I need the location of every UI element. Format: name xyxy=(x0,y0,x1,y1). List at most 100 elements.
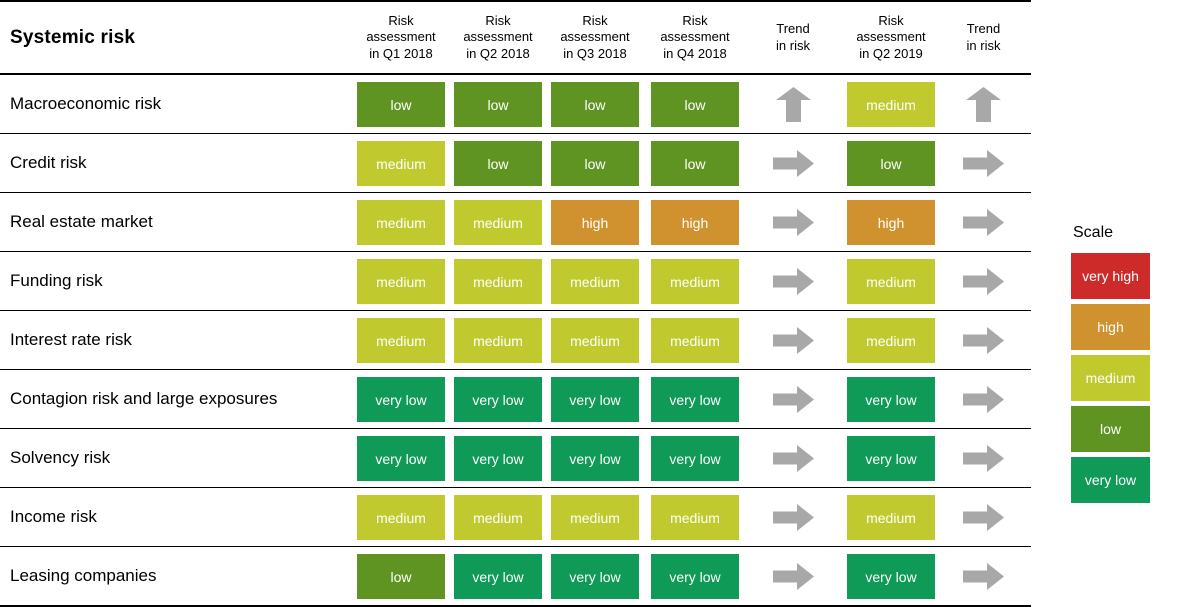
row-label: Leasing companies xyxy=(10,566,157,585)
risk-cell-q1-2018: low xyxy=(357,81,445,127)
row-label: Real estate market xyxy=(10,212,153,231)
column-header: Risk assessment in Q2 2019 xyxy=(856,12,926,61)
systemic-risk-table: Systemic risk Risk assessment in Q1 2018 Ri… xyxy=(0,0,1031,607)
column-header: Trend in risk xyxy=(776,20,810,53)
trend-right-icon xyxy=(963,267,1004,295)
risk-cell-q2-2018: very low xyxy=(454,376,542,422)
risk-cell-q4-2018: very low xyxy=(651,376,739,422)
risk-cell-q3-2018: very low xyxy=(551,553,639,599)
row-label: Interest rate risk xyxy=(10,330,132,349)
scale-legend-title: Scale xyxy=(1073,224,1114,241)
risk-cell-q1-2018: medium xyxy=(357,258,445,304)
legend-item-medium: medium xyxy=(1071,355,1150,401)
trend-cell-2019 xyxy=(936,252,1031,310)
table-row: Income risk medium medium medium medium … xyxy=(0,488,1031,547)
trend-right-icon xyxy=(963,208,1004,236)
trend-right-icon xyxy=(963,149,1004,177)
risk-cell-q3-2018: medium xyxy=(551,258,639,304)
risk-cell-q1-2018: low xyxy=(357,553,445,599)
risk-cell-q4-2018: low xyxy=(651,140,739,186)
risk-cell-q2-2019: low xyxy=(847,140,935,186)
risk-cell-q2-2019: very low xyxy=(847,553,935,599)
risk-cell-q1-2018: medium xyxy=(357,199,445,245)
trend-cell-2018 xyxy=(739,547,847,605)
trend-up-icon xyxy=(966,86,1001,122)
trend-cell-2019 xyxy=(936,547,1031,605)
risk-cell-q4-2018: very low xyxy=(651,435,739,481)
risk-cell-q4-2018: high xyxy=(651,199,739,245)
trend-right-icon xyxy=(772,444,814,472)
risk-cell-q4-2018: very low xyxy=(651,553,739,599)
trend-cell-2018 xyxy=(739,252,847,310)
trend-right-icon xyxy=(772,385,814,413)
row-label: Funding risk xyxy=(10,271,103,290)
trend-right-icon xyxy=(772,208,814,236)
risk-cell-q2-2018: medium xyxy=(454,258,542,304)
trend-cell-2019 xyxy=(936,311,1031,369)
risk-cell-q2-2019: medium xyxy=(847,317,935,363)
risk-cell-q1-2018: very low xyxy=(357,435,445,481)
risk-cell-q2-2019: medium xyxy=(847,494,935,540)
trend-right-icon xyxy=(772,503,814,531)
column-header: Risk assessment in Q2 2018 xyxy=(463,12,533,61)
trend-cell-2019 xyxy=(936,134,1031,192)
column-header: Risk assessment in Q4 2018 xyxy=(660,12,730,61)
risk-cell-q2-2019: medium xyxy=(847,258,935,304)
risk-cell-q3-2018: medium xyxy=(551,317,639,363)
legend-item-high: high xyxy=(1071,304,1150,350)
risk-cell-q2-2018: medium xyxy=(454,199,542,245)
legend-item-very-low: very low xyxy=(1071,457,1150,503)
table-row: Macroeconomic risk low low low low mediu… xyxy=(0,75,1031,134)
trend-cell-2019 xyxy=(936,75,1031,133)
risk-cell-q2-2018: very low xyxy=(454,435,542,481)
risk-cell-q2-2019: very low xyxy=(847,435,935,481)
column-header: Risk assessment in Q3 2018 xyxy=(560,12,630,61)
risk-cell-q4-2018: medium xyxy=(651,317,739,363)
column-header: Trend in risk xyxy=(966,20,1001,53)
scale-legend: Scale very high high medium low very low xyxy=(1071,224,1150,508)
risk-cell-q3-2018: low xyxy=(551,140,639,186)
trend-cell-2019 xyxy=(936,429,1031,487)
trend-right-icon xyxy=(963,444,1004,472)
risk-cell-q2-2018: very low xyxy=(454,553,542,599)
table-row: Leasing companies low very low very low … xyxy=(0,547,1031,607)
row-label: Contagion risk and large exposures xyxy=(10,389,278,408)
trend-cell-2019 xyxy=(936,193,1031,251)
risk-cell-q1-2018: medium xyxy=(357,140,445,186)
trend-right-icon xyxy=(963,562,1004,590)
trend-cell-2018 xyxy=(739,75,847,133)
row-label: Credit risk xyxy=(10,153,87,172)
risk-cell-q4-2018: medium xyxy=(651,494,739,540)
trend-right-icon xyxy=(963,385,1004,413)
legend-item-very-high: very high xyxy=(1071,253,1150,299)
risk-cell-q2-2018: medium xyxy=(454,494,542,540)
legend-item-low: low xyxy=(1071,406,1150,452)
trend-cell-2018 xyxy=(739,134,847,192)
table-row: Interest rate risk medium medium medium … xyxy=(0,311,1031,370)
risk-cell-q3-2018: very low xyxy=(551,376,639,422)
table-row: Funding risk medium medium medium medium… xyxy=(0,252,1031,311)
risk-cell-q3-2018: very low xyxy=(551,435,639,481)
risk-cell-q1-2018: very low xyxy=(357,376,445,422)
risk-cell-q2-2018: low xyxy=(454,81,542,127)
trend-cell-2018 xyxy=(739,488,847,546)
table-header-row: Systemic risk Risk assessment in Q1 2018 Ri… xyxy=(0,2,1031,75)
trend-right-icon xyxy=(963,326,1004,354)
table-row: Solvency risk very low very low very low… xyxy=(0,429,1031,488)
trend-cell-2019 xyxy=(936,370,1031,428)
trend-cell-2018 xyxy=(739,429,847,487)
risk-cell-q3-2018: high xyxy=(551,199,639,245)
risk-cell-q2-2018: medium xyxy=(454,317,542,363)
trend-right-icon xyxy=(963,503,1004,531)
column-header: Risk assessment in Q1 2018 xyxy=(366,12,436,61)
row-label: Macroeconomic risk xyxy=(10,94,162,113)
risk-cell-q4-2018: low xyxy=(651,81,739,127)
trend-right-icon xyxy=(772,149,814,177)
trend-right-icon xyxy=(772,326,814,354)
risk-cell-q4-2018: medium xyxy=(651,258,739,304)
risk-cell-q2-2019: medium xyxy=(847,81,935,127)
trend-right-icon xyxy=(772,562,814,590)
trend-right-icon xyxy=(772,267,814,295)
risk-cell-q2-2018: low xyxy=(454,140,542,186)
risk-cell-q3-2018: medium xyxy=(551,494,639,540)
